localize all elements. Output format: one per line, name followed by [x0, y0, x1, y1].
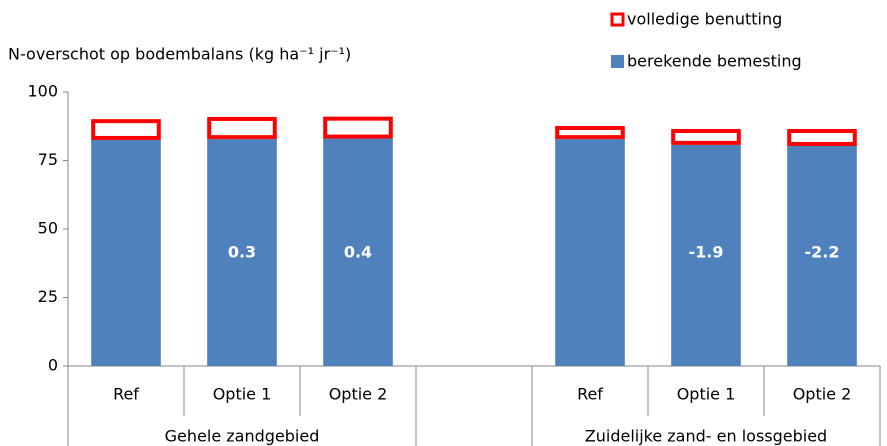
x-tick-label: Optie 1	[677, 385, 736, 404]
bar-annotation: -2.2	[805, 243, 840, 262]
legend-swatch	[610, 12, 625, 27]
y-tick-label: 25	[38, 287, 58, 306]
group-label: Zuidelijke zand- en lossgebied	[585, 427, 827, 446]
bar-segment	[555, 125, 625, 140]
bar-annotation: 0.4	[344, 243, 372, 262]
bar-segment	[787, 145, 857, 366]
x-tick-label: Optie 1	[213, 385, 272, 404]
x-tick-label: Optie 2	[329, 385, 388, 404]
x-tick-label: Ref	[113, 385, 139, 404]
bar-annotation: -1.9	[689, 243, 724, 262]
legend-label: berekende bemesting	[627, 52, 802, 71]
bar-segment	[323, 138, 393, 366]
bar-annotation: 0.3	[228, 243, 256, 262]
y-tick-label: 50	[38, 219, 58, 238]
y-tick-label: 75	[38, 150, 58, 169]
bar-segment	[207, 116, 277, 140]
legend-swatch	[611, 55, 624, 68]
legend-label: volledige benutting	[627, 10, 782, 29]
x-tick-label: Ref	[577, 385, 603, 404]
group-label: Gehele zandgebied	[165, 427, 320, 446]
bar-segment	[91, 139, 161, 366]
bar-segment	[323, 116, 393, 139]
bar-segment	[555, 139, 625, 366]
bar-segment	[787, 128, 857, 146]
x-tick-label: Optie 2	[793, 385, 852, 404]
bar-segment	[91, 119, 161, 140]
bar-segment	[207, 139, 277, 366]
y-tick-label: 0	[48, 356, 58, 375]
y-tick-label: 100	[27, 82, 58, 101]
bar-segment	[671, 144, 741, 366]
chart-title: N-overschot op bodembalans (kg ha⁻¹ jr⁻¹…	[8, 45, 351, 64]
bar-segment	[671, 128, 741, 145]
